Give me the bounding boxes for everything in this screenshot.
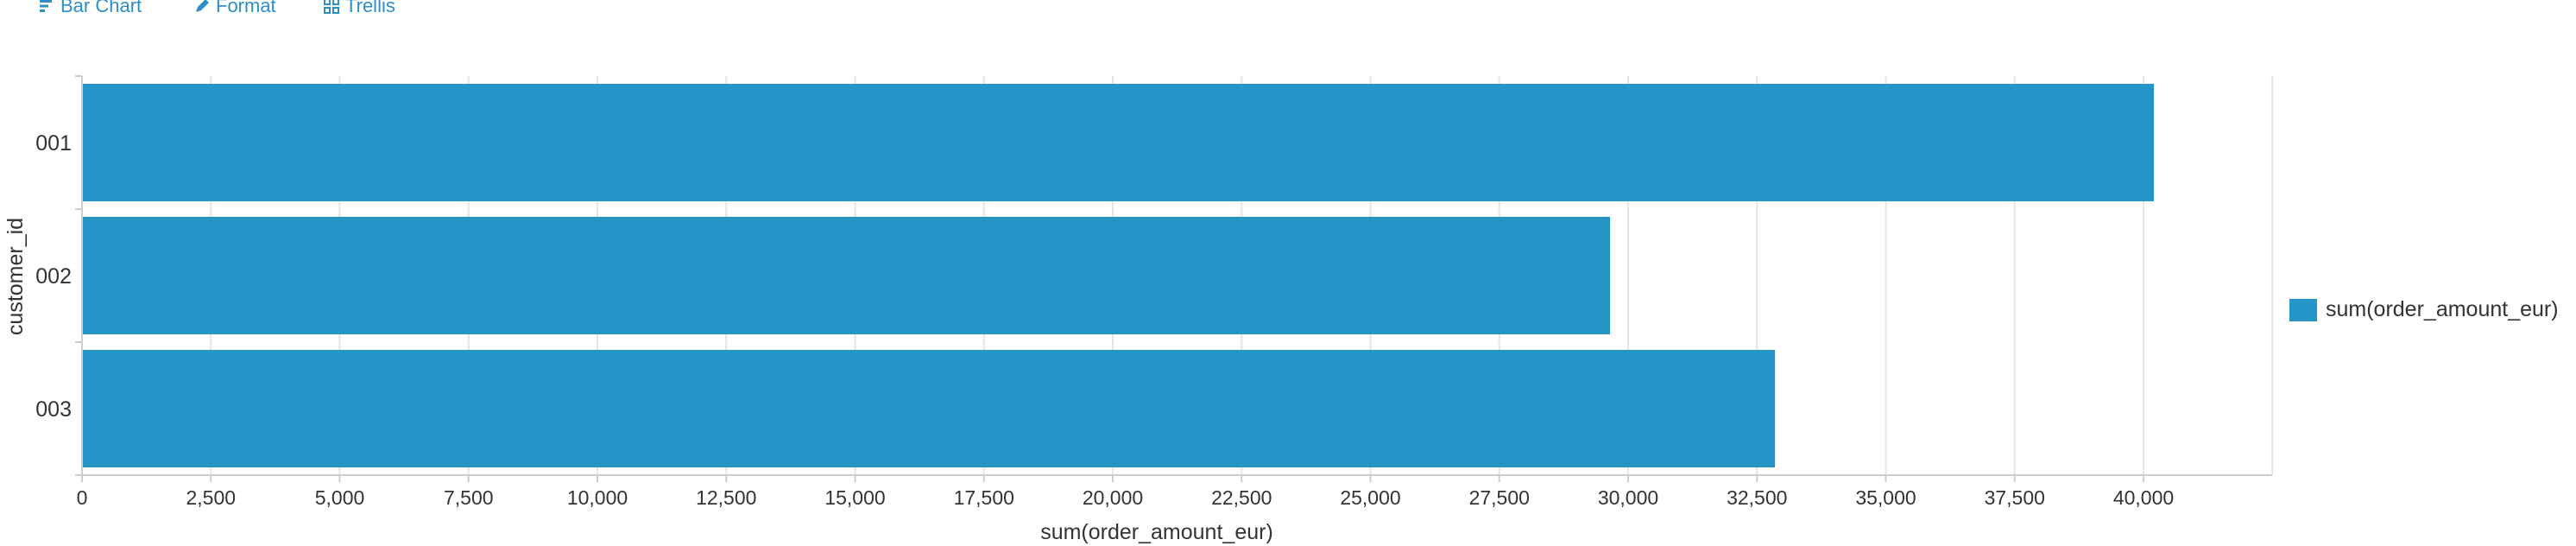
x-tick-label: 30,000 (1598, 486, 1658, 509)
x-tick-label: 20,000 (1083, 486, 1143, 509)
x-tick-label: 40,000 (2113, 486, 2174, 509)
trellis-button[interactable]: Trellis (323, 0, 395, 17)
bar (82, 84, 2154, 201)
x-tick-label: 32,500 (1727, 486, 1787, 509)
chart-toolbar: Bar Chart Format Trellis (0, 0, 2576, 21)
bar-chart-button[interactable]: Bar Chart (38, 0, 142, 17)
x-tick-label: 5,000 (315, 486, 365, 509)
y-axis-title: customer_id (3, 218, 28, 335)
x-tick-label: 2,500 (186, 486, 236, 509)
x-tick-label: 37,500 (1985, 486, 2045, 509)
bars (82, 84, 2154, 467)
x-tick-label: 17,500 (954, 486, 1014, 509)
x-tick-label: 25,000 (1340, 486, 1400, 509)
x-tick-label: 35,000 (1855, 486, 1916, 509)
x-tick-label: 22,500 (1211, 486, 1272, 509)
bar (82, 350, 1776, 467)
grid-icon (323, 0, 340, 15)
y-tick-label: 002 (35, 264, 72, 289)
bar-chart-label: Bar Chart (60, 0, 142, 16)
format-button[interactable]: Format (193, 0, 276, 17)
x-tick-label: 12,500 (696, 486, 756, 509)
x-tick-label: 0 (77, 486, 88, 509)
bar (82, 217, 1611, 334)
y-tick-label: 001 (35, 131, 72, 156)
format-label: Format (216, 0, 276, 16)
legend: sum(order_amount_eur) (2289, 297, 2559, 322)
bar-chart-icon (38, 0, 55, 15)
pencil-icon (193, 0, 211, 15)
legend-swatch (2289, 298, 2317, 321)
axes: 0 2,500 5,000 7,500 10,000 12,500 15,000 17,500… (35, 75, 2273, 509)
x-tick-label: 27,500 (1469, 486, 1530, 509)
x-tick-label: 7,500 (444, 486, 494, 509)
x-tick-label: 15,000 (824, 486, 885, 509)
legend-label: sum(order_amount_eur) (2326, 297, 2559, 321)
x-tick-label: 10,000 (567, 486, 628, 509)
y-tick-label: 003 (35, 397, 72, 422)
x-axis-title: sum(order_amount_eur) (1040, 520, 1273, 544)
trellis-label: Trellis (345, 0, 395, 16)
